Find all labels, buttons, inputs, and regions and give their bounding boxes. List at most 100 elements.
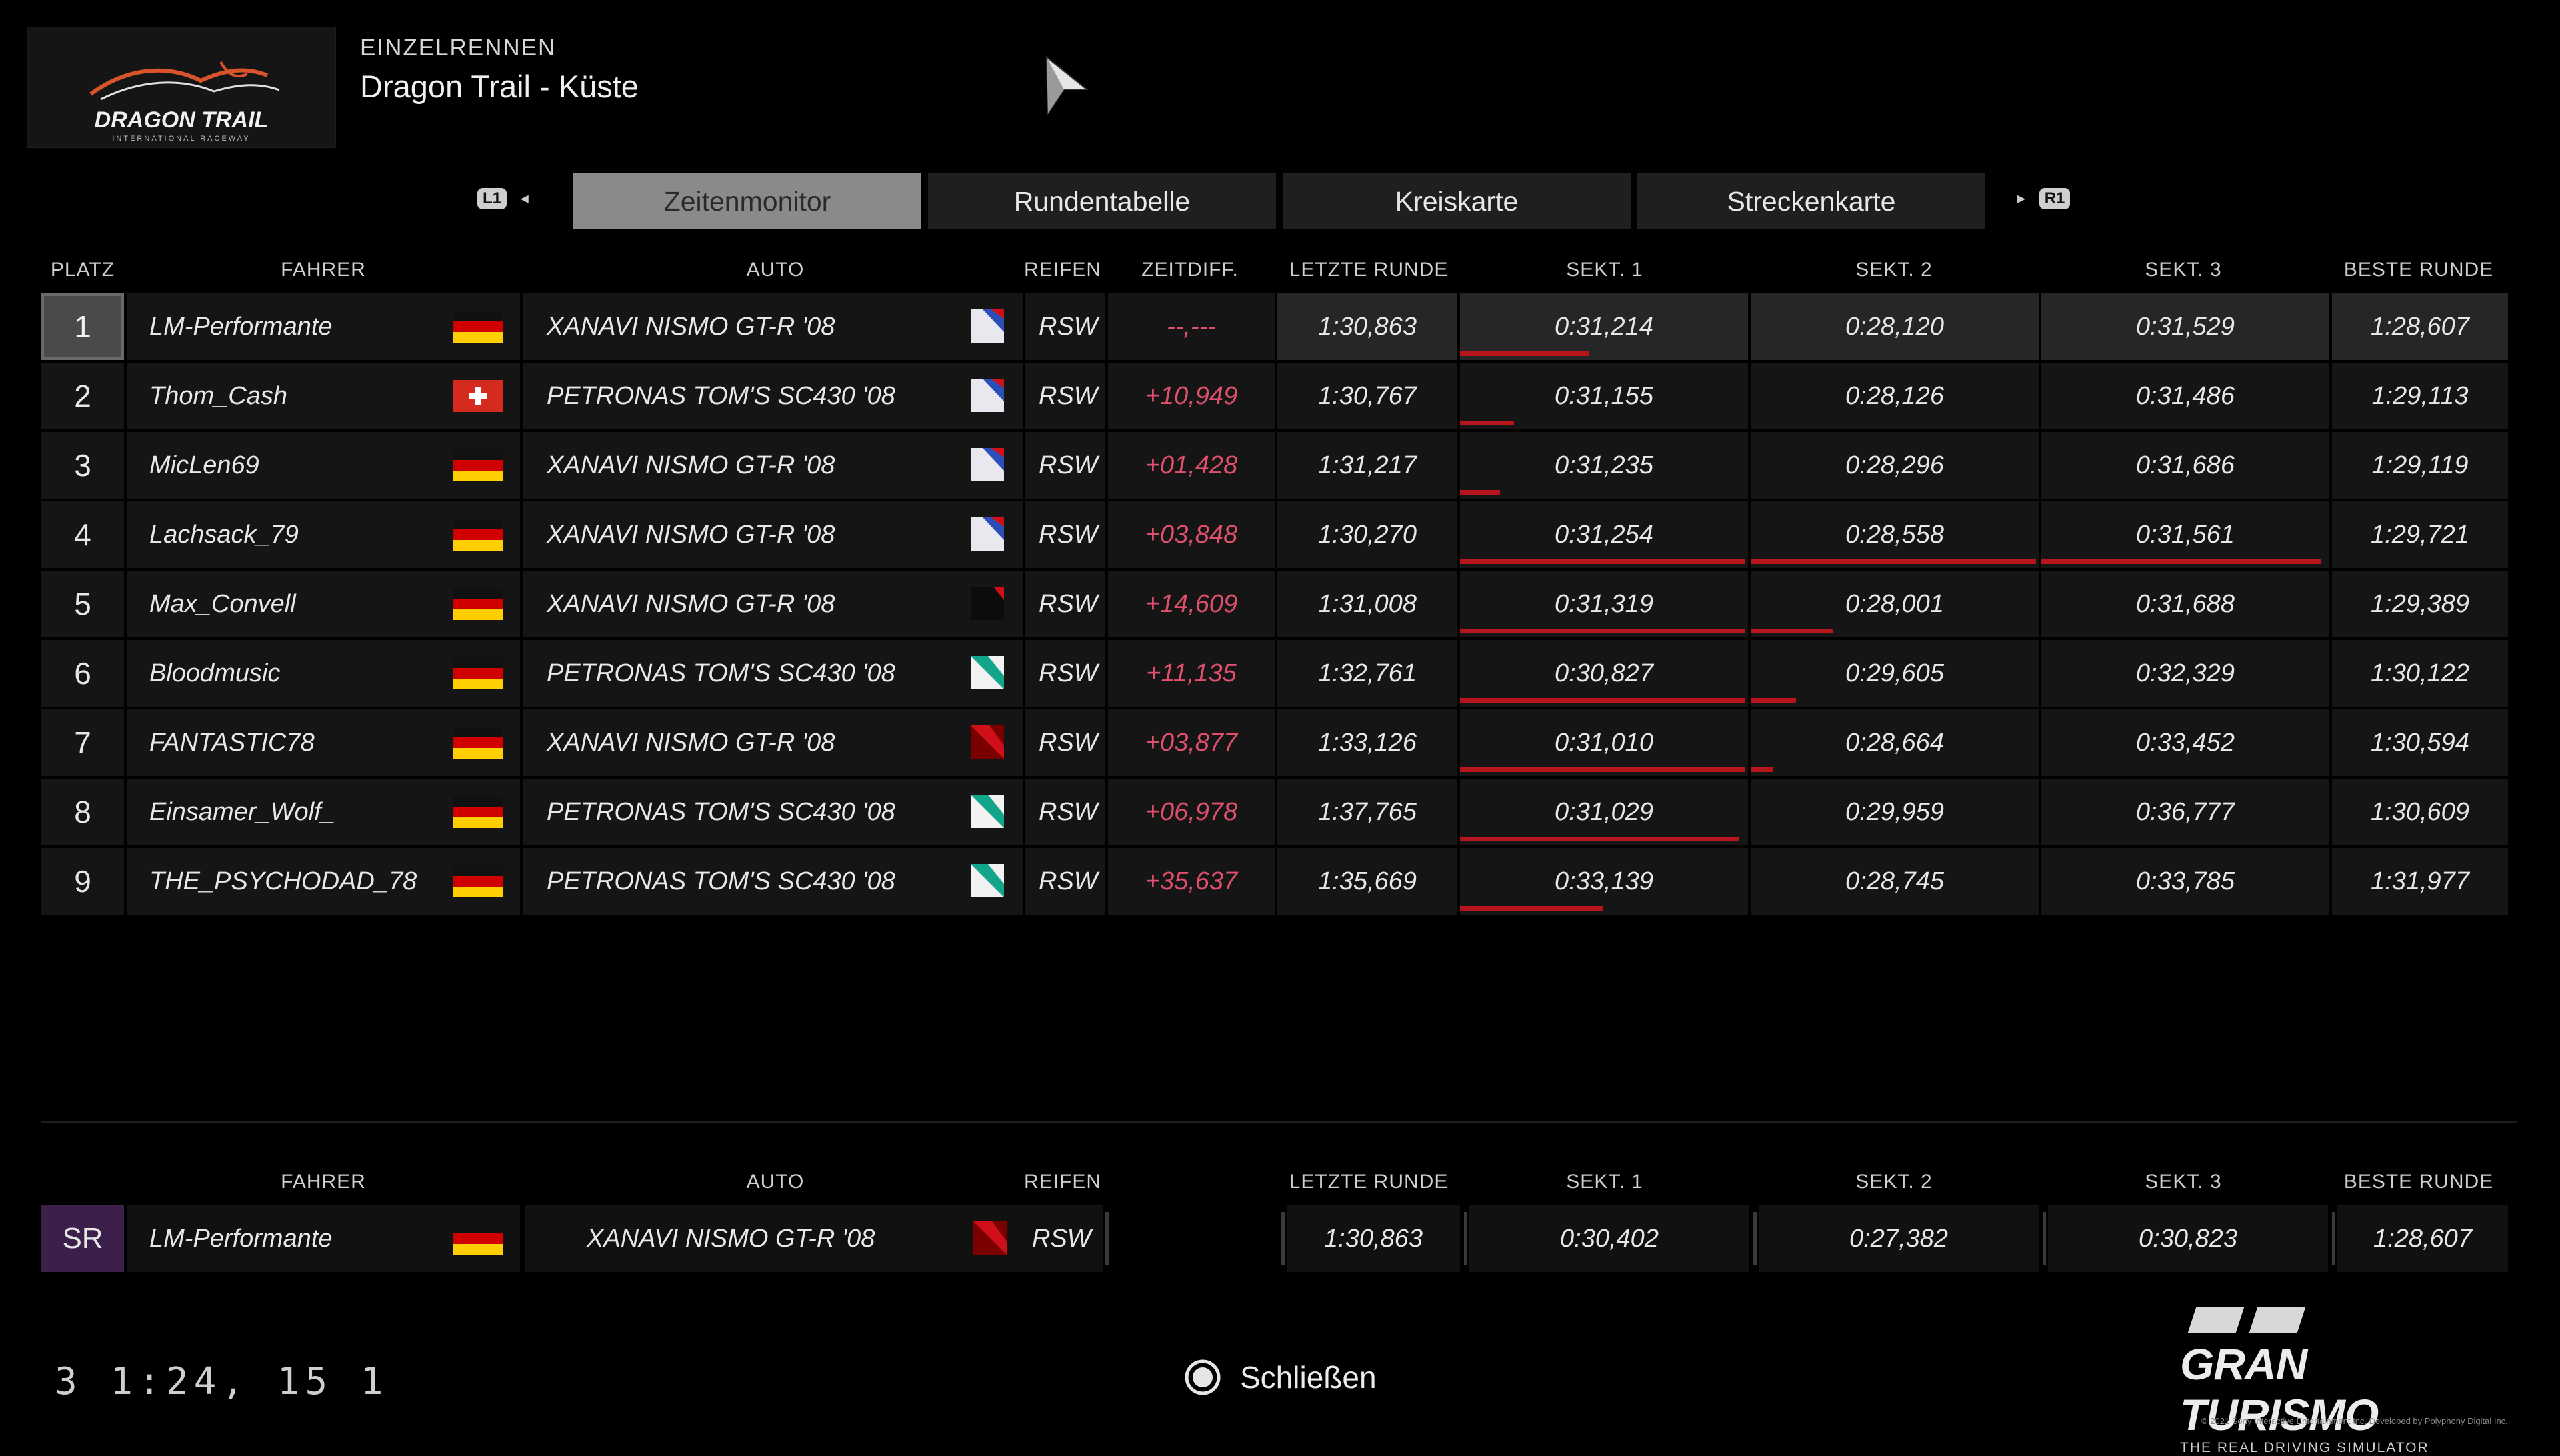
tyres-label: RSW	[1039, 451, 1098, 479]
sector-progress-bar	[1460, 837, 1739, 841]
last-lap-cell: 1:32,761	[1277, 640, 1457, 707]
sector-progress-bar	[1460, 490, 1500, 495]
sector-cell: 0:31,686	[2041, 432, 2329, 499]
table-row[interactable]: 3 MicLen69 XANAVI NISMO GT-R '08 RSW +01,428…	[41, 432, 2508, 501]
sector-time: 0:28,296	[1845, 451, 1944, 479]
sector-cell: 0:30,827	[1460, 640, 1748, 707]
tab-left-hint[interactable]: L1 ◂	[477, 188, 529, 209]
tyres-label: RSW	[1039, 797, 1098, 826]
table-row[interactable]: 1 LM-Performante XANAVI NISMO GT-R '08 RSW -…	[41, 293, 2508, 363]
session-time: 3 1:24, 15 1	[55, 1360, 389, 1403]
gap-cell: +01,428	[1108, 432, 1275, 499]
car-livery-icon	[971, 795, 1004, 828]
tyres-cell: RSW	[1025, 848, 1105, 915]
self-row[interactable]: SR LM-Performante XANAVI NISMO GT-R '08 …	[41, 1205, 2508, 1275]
driver-name: MicLen69	[149, 451, 259, 479]
switzerland-flag-icon	[453, 380, 503, 412]
self-col-sector3: SEKT. 3	[2145, 1171, 2222, 1193]
sector-cell: 0:28,558	[1751, 501, 2039, 568]
car-livery-icon	[971, 379, 1004, 412]
table-row[interactable]: 7 FANTASTIC78 XANAVI NISMO GT-R '08 RSW +03,…	[41, 709, 2508, 779]
driver-cell: FANTASTIC78	[127, 709, 520, 776]
sector-progress-bar	[1460, 421, 1514, 425]
sector-cell: 0:31,155	[1460, 363, 1748, 429]
sector-time: 0:31,688	[2136, 589, 2235, 618]
self-sector1: 0:30,402	[1469, 1205, 1749, 1272]
car-cell: PETRONAS TOM'S SC430 '08	[523, 779, 1023, 845]
sector-time: 0:31,686	[2136, 451, 2235, 479]
sector-cell: 0:28,296	[1751, 432, 2039, 499]
section-divider	[41, 1121, 2517, 1123]
self-car-name: XANAVI NISMO GT-R '08	[587, 1224, 875, 1253]
self-col-best-lap: BESTE RUNDE	[2343, 1171, 2494, 1193]
col-last-lap: LETZTE RUNDE	[1289, 259, 1449, 281]
sector-progress-bar	[1751, 698, 1796, 703]
table-row[interactable]: 6 Bloodmusic PETRONAS TOM'S SC430 '08 RSW +1…	[41, 640, 2508, 709]
sector-cell: 0:33,139	[1460, 848, 1748, 915]
table-row[interactable]: 5 Max_Convell XANAVI NISMO GT-R '08 RSW +14,…	[41, 571, 2508, 640]
table-row[interactable]: 4 Lachsack_79 XANAVI NISMO GT-R '08 RSW +03,…	[41, 501, 2508, 571]
driver-cell: Thom_Cash	[127, 363, 520, 429]
sector-progress-bar	[2041, 559, 2321, 564]
sector-time: 0:28,001	[1845, 589, 1944, 618]
sector-cell: 0:31,561	[2041, 501, 2329, 568]
position-cell: 2	[41, 363, 124, 429]
car-name: XANAVI NISMO GT-R '08	[547, 451, 835, 479]
timing-table: PLATZ FAHRER AUTO REIFEN ZEITDIFF. LETZT…	[41, 247, 2508, 917]
driver-cell: Max_Convell	[127, 571, 520, 637]
col-sector3: SEKT. 3	[2145, 259, 2222, 281]
sector-progress-bar	[1460, 906, 1603, 911]
tab-rundentabelle[interactable]: Rundentabelle	[928, 173, 1276, 229]
sector-time: 0:28,120	[1845, 312, 1944, 341]
tab-right-hint[interactable]: ▸ R1	[2017, 188, 2071, 209]
self-sector2: 0:27,382	[1759, 1205, 2039, 1272]
tyres-label: RSW	[1039, 867, 1098, 895]
self-separator	[1464, 1212, 1467, 1265]
tab-zeitenmonitor[interactable]: Zeitenmonitor	[573, 173, 921, 229]
car-livery-icon	[971, 309, 1004, 343]
col-driver: FAHRER	[281, 259, 366, 281]
sector-cell: 0:31,529	[2041, 293, 2329, 360]
tab-streckenkarte[interactable]: Streckenkarte	[1637, 173, 1985, 229]
best-lap-cell: 1:28,607	[2332, 293, 2508, 360]
car-livery-icon	[973, 1221, 1007, 1255]
sector-cell: 0:32,329	[2041, 640, 2329, 707]
car-name: PETRONAS TOM'S SC430 '08	[547, 659, 895, 687]
sector-time: 0:33,139	[1555, 867, 1653, 895]
sector-progress-bar	[1460, 767, 1745, 772]
col-position: PLATZ	[50, 259, 115, 281]
sector-cell: 0:31,029	[1460, 779, 1748, 845]
sector-time: 0:28,126	[1845, 381, 1944, 410]
sector-progress-bar	[1460, 559, 1745, 564]
tyres-cell: RSW	[1025, 501, 1105, 568]
sector-time: 0:31,010	[1555, 728, 1653, 757]
sector-cell: 0:28,120	[1751, 293, 2039, 360]
sector-progress-bar	[1751, 767, 1773, 772]
sector-time: 0:32,329	[2136, 659, 2235, 687]
table-header: PLATZ FAHRER AUTO REIFEN ZEITDIFF. LETZT…	[41, 247, 2508, 293]
table-row[interactable]: 2 Thom_Cash PETRONAS TOM'S SC430 '08 RSW +10…	[41, 363, 2508, 432]
col-sector2: SEKT. 2	[1855, 259, 1933, 281]
track-title: Dragon Trail - Küste	[360, 69, 639, 104]
tyres-cell: RSW	[1025, 363, 1105, 429]
self-car: XANAVI NISMO GT-R '08	[525, 1205, 1025, 1272]
self-driver: LM-Performante	[127, 1205, 520, 1272]
sector-time: 0:29,605	[1845, 659, 1944, 687]
sector-progress-bar	[1751, 559, 2036, 564]
self-col-car: AUTO	[746, 1171, 805, 1193]
table-row[interactable]: 8 Einsamer_Wolf_ PETRONAS TOM'S SC430 '08 R…	[41, 779, 2508, 848]
driver-name: Thom_Cash	[149, 381, 287, 410]
sector-time: 0:36,777	[2136, 797, 2235, 826]
table-row[interactable]: 9 THE_PSYCHODAD_78 PETRONAS TOM'S SC430 '0…	[41, 848, 2508, 917]
sector-cell: 0:31,486	[2041, 363, 2329, 429]
best-lap-cell: 1:29,119	[2332, 432, 2508, 499]
circle-button-icon	[1185, 1359, 1221, 1395]
logo-text: DRAGON TRAIL	[95, 107, 269, 133]
tyres-label: RSW	[1039, 381, 1098, 410]
position-cell: 5	[41, 571, 124, 637]
tab-kreiskarte[interactable]: Kreiskarte	[1283, 173, 1631, 229]
car-livery-icon	[971, 587, 1004, 620]
track-logo: DRAGON TRAIL INTERNATIONAL RACEWAY	[27, 27, 336, 148]
last-lap-cell: 1:33,126	[1277, 709, 1457, 776]
close-button[interactable]: Schließen	[1184, 1359, 1377, 1396]
